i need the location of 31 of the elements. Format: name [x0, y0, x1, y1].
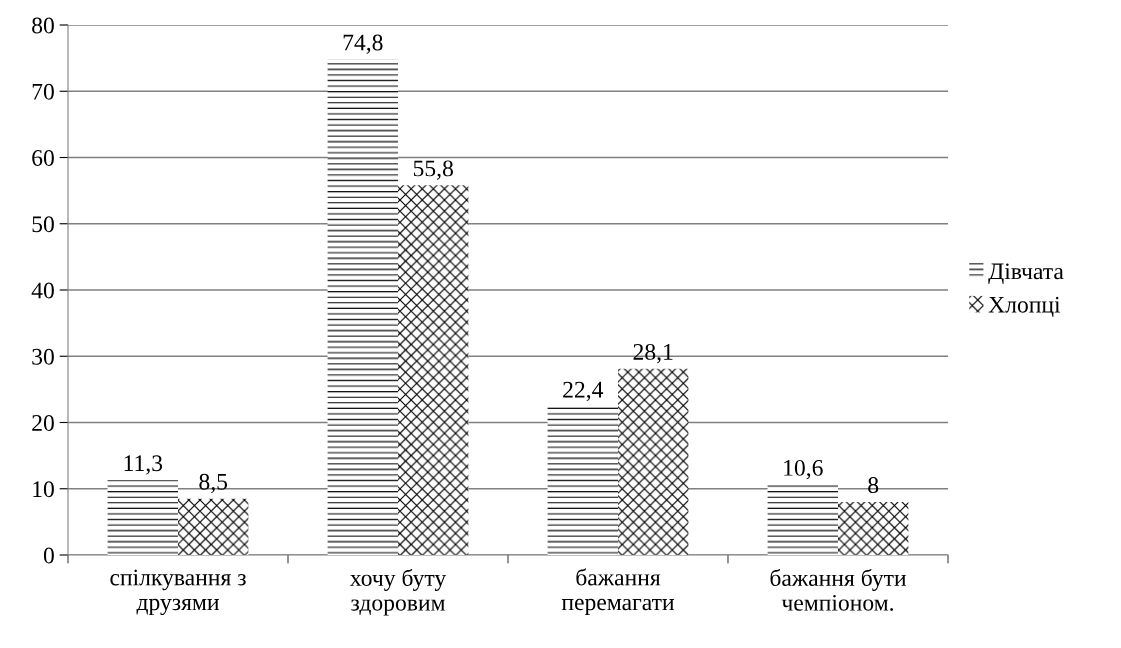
bar — [327, 59, 398, 555]
bar — [618, 368, 689, 555]
y-tick-label: 60 — [32, 149, 54, 166]
bar — [767, 484, 838, 555]
data-label: 8 — [868, 477, 879, 494]
data-label: 55,8 — [413, 160, 453, 180]
y-tick-label: 20 — [32, 414, 54, 431]
bar — [178, 498, 249, 555]
y-tick-label: 80 — [32, 17, 54, 34]
bar — [398, 185, 469, 555]
data-label: 8,5 — [199, 473, 228, 494]
data-label: 22,4 — [563, 381, 604, 402]
data-label: 11,3 — [124, 455, 163, 475]
y-tick-label: 50 — [32, 216, 54, 233]
legend-label: Хлопці — [988, 296, 1061, 317]
y-tick-label: 30 — [32, 348, 54, 365]
x-tick-label: бажання бути чемпіоном. — [770, 568, 907, 611]
data-label: 74,8 — [343, 34, 383, 54]
y-tick-label: 70 — [32, 83, 54, 100]
x-tick-label: спілкування з друзями — [110, 569, 246, 616]
data-label: 10,6 — [784, 459, 823, 480]
legend-label: Дівчата — [988, 263, 1064, 285]
bar — [547, 406, 618, 555]
bar — [107, 480, 178, 555]
x-tick-label: хочу буту здоровим — [350, 568, 447, 616]
y-tick-label: 0 — [43, 547, 54, 564]
bar — [838, 502, 909, 555]
y-tick-label: 40 — [31, 282, 54, 299]
y-tick-label: 10 — [33, 481, 54, 498]
data-label: 28,1 — [633, 343, 673, 364]
x-tick-label: бажання перемагати — [561, 568, 675, 615]
